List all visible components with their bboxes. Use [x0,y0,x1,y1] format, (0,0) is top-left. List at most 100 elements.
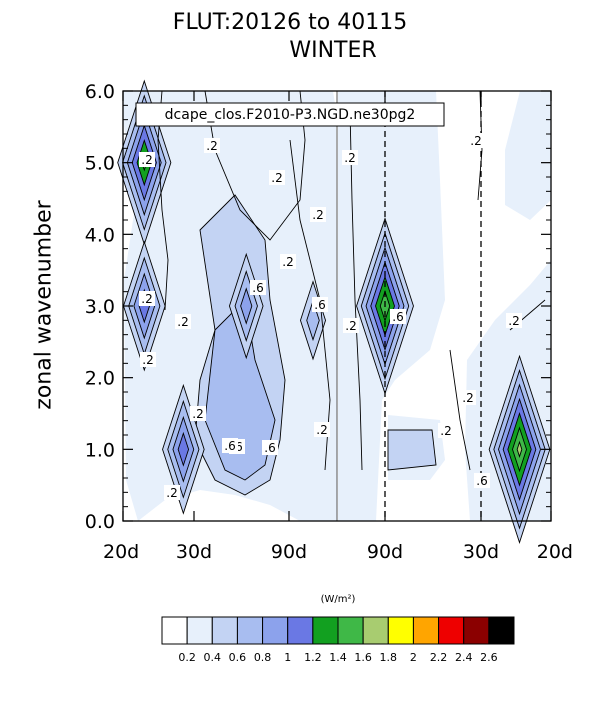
contour-fill-0.4-box [387,429,437,471]
colorbar-label-5: 1.2 [304,651,322,664]
contour-label-23: .2 [470,134,481,148]
contour-line-3 [349,109,363,471]
colorbar-label-9: 2 [410,651,417,664]
colorbar-label-0: 0.2 [178,651,196,664]
colorbar-label-12: 2.6 [480,651,498,664]
peak-4-level-0.4 [306,299,320,342]
contour-label-bg-3 [250,280,266,295]
contour-label-bg-19 [343,318,359,333]
contour-label-18: .2 [344,151,355,165]
contour-label-17: .2 [316,423,327,437]
contour-label-bg-0 [175,314,191,329]
contour-label-bg-22 [506,313,522,328]
y-tick-label-1: 1.0 [85,439,115,461]
contour-label-16: .2 [166,486,177,500]
y-tick-label-6: 6.0 [85,81,115,103]
contour-label-bg-5 [390,309,406,324]
y-axis-label: zonal wavenumber [31,200,57,410]
annotation-text: dcape_clos.F2010-P3.NGD.ne30pg2 [165,107,416,123]
contour-label-2: .6 [264,441,275,455]
colorbar-box-3 [236,616,264,645]
contour-line-6 [449,349,471,471]
contour-label-bg-18 [342,150,358,165]
peak-3-level-0.6 [240,287,253,325]
colorbar-unit: (W/m²) [321,594,356,605]
x-tick-label-5: 20d [537,541,573,563]
colorbar-box-9 [387,616,414,645]
y-tick-label-2: 2.0 [85,368,115,390]
peak-6-level-1.4 [516,440,523,458]
colorbar-box-0 [161,616,188,645]
contour-label-bg-6 [474,473,490,488]
colorbar-box-6 [312,616,339,645]
x-tick-label-2: 90d [271,541,307,563]
colorbar-label-2: 0.6 [229,651,247,664]
contour-label-10: .2 [142,353,153,367]
contour-label-bg-4 [312,297,328,312]
colorbar-label-1: 0.4 [204,651,222,664]
contour-label-3: .6 [252,281,263,295]
colorbar-label-3: 0.8 [254,651,272,664]
contour-label-bg-17 [314,422,330,437]
annotation-box [135,102,445,127]
contour-label-bg-11 [204,138,220,153]
contour-label-0: .2 [177,315,188,329]
contour-label-13: .2 [312,208,323,222]
colorbar-box-13 [488,616,515,645]
contour-label-9: .2 [141,292,152,306]
x-tick-label-0: 20d [103,541,139,563]
contour-label-11: .2 [206,139,217,153]
contour-label-bg-21 [438,423,454,438]
contour-label-8: .2 [141,153,152,167]
y-tick-label-4: 4.0 [85,224,115,246]
colorbar-label-11: 2.4 [455,651,473,664]
colorbar-box-5 [287,616,314,645]
colorbar-box-4 [262,616,289,645]
contour-label-6: .6 [476,474,487,488]
contour-label-bg-10 [140,352,156,367]
contour-label-21: .2 [440,424,451,438]
x-tick-label-4: 30d [463,541,499,563]
colorbar-box-1 [186,616,213,645]
x-tick-label-1: 30d [176,541,212,563]
colorbar-label-7: 1.6 [354,651,372,664]
chart-subtitle: WINTER [289,38,377,63]
contour-label-bg-9 [139,291,155,306]
contour-label-bg-12 [269,170,285,185]
contour-label-bg-23 [468,133,484,148]
x-tick-label-3: 90d [367,541,403,563]
contour-label-bg-20 [460,390,476,405]
y-tick-label-3: 3.0 [85,296,115,318]
contour-label-22: .2 [508,314,519,328]
y-tick-label-5: 5.0 [85,153,115,175]
contour-label-4: .6 [314,298,325,312]
colorbar-box-2 [211,616,238,645]
contour-label-5: .6 [392,310,403,324]
contour-label-20: .2 [462,391,473,405]
colorbar-box-8 [362,616,389,645]
colorbar-label-8: 1.8 [380,651,398,664]
colorbar-box-10 [412,616,440,645]
colorbar-box-11 [438,616,465,645]
contour-label-bg-8 [139,152,155,167]
contour-label-bg-7 [222,438,238,453]
contour-label-7: .6 [224,439,235,453]
contour-line-4 [477,90,483,201]
contour-label-bg-15 [190,406,206,421]
contour-label-15: .2 [192,407,203,421]
contour-label-bg-2 [262,440,278,455]
colorbar-box-7 [337,616,364,645]
contour-label-bg-16 [164,485,180,500]
contour-label-14: .2 [282,255,293,269]
colorbar-label-10: 2.2 [430,651,448,664]
contour-label-19: .2 [345,319,356,333]
y-tick-label-0: 0.0 [85,511,115,533]
colorbar-box-12 [463,616,490,645]
colorbar-label-6: 1.4 [329,651,347,664]
colorbar-label-4: 1 [284,651,291,664]
peak-2-level-0.8 [177,431,190,467]
contour-label-bg-13 [310,207,326,222]
contour-label-bg-14 [280,254,296,269]
contour-label-12: .2 [271,171,282,185]
